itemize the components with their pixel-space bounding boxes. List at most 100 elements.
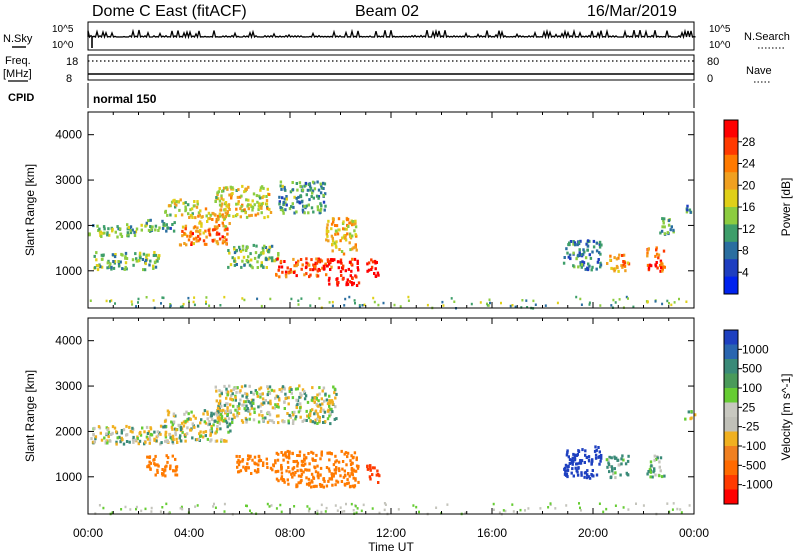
velocity-cell	[97, 425, 101, 429]
power-cell	[351, 247, 354, 251]
colorbar-swatch	[724, 241, 738, 260]
velocity-cell	[318, 403, 322, 407]
power-cell	[224, 211, 227, 215]
velocity-cell	[223, 510, 226, 513]
velocity-cell	[111, 511, 114, 514]
power-cell	[654, 263, 657, 267]
power-cell	[339, 258, 343, 262]
power-cell	[148, 263, 151, 267]
power-cell	[612, 298, 615, 302]
x-tick-label: 04:00	[174, 526, 204, 540]
velocity-cell	[347, 472, 350, 476]
power-cell	[279, 259, 283, 263]
power-cell	[114, 230, 117, 234]
velocity-cell	[181, 507, 184, 511]
power-cell	[592, 245, 596, 249]
power-cell	[281, 209, 285, 213]
velocity-cell	[234, 386, 237, 390]
power-cell	[584, 256, 588, 260]
power-cell	[124, 251, 128, 255]
power-cell	[277, 252, 280, 255]
velocity-cell	[577, 466, 580, 470]
velocity-cell	[295, 406, 298, 409]
velocity-cell	[248, 456, 251, 460]
power-cell	[318, 260, 322, 264]
velocity-cell	[287, 453, 291, 457]
velocity-cell	[154, 454, 157, 458]
power-cell	[579, 297, 582, 301]
velocity-cell	[244, 400, 247, 404]
velocity-cell	[320, 503, 323, 507]
velocity-cell	[170, 420, 173, 424]
power-cell	[646, 300, 649, 303]
velocity-cell	[131, 430, 134, 434]
power-cell	[300, 267, 303, 271]
velocity-cell	[284, 392, 287, 396]
velocity-cell	[287, 396, 290, 400]
velocity-cell	[106, 433, 110, 437]
power-cell	[220, 189, 224, 193]
velocity-cell	[103, 436, 106, 440]
velocity-cell	[199, 421, 202, 425]
velocity-cell	[146, 455, 149, 459]
velocity-cell	[574, 466, 577, 470]
power-cell	[135, 305, 138, 308]
velocity-cell	[573, 453, 577, 457]
velocity-cell	[266, 420, 270, 424]
power-cell	[287, 271, 290, 275]
colorbar-swatch	[724, 172, 738, 191]
velocity-cell	[148, 436, 151, 439]
power-cell	[192, 242, 195, 246]
power-cell	[334, 232, 337, 236]
power-cell	[689, 210, 692, 214]
power-cell	[374, 274, 378, 278]
velocity-cell	[261, 464, 265, 467]
power-cell	[195, 236, 198, 240]
power-cell	[228, 208, 231, 211]
power-cell	[612, 267, 615, 271]
power-cell	[521, 299, 524, 302]
power-cell	[241, 297, 244, 300]
velocity-cell	[129, 508, 132, 511]
power-cell	[441, 300, 444, 304]
velocity-cell	[109, 439, 112, 443]
velocity-cell	[94, 437, 97, 441]
velocity-cell	[614, 471, 617, 475]
velocity-cell	[236, 408, 240, 412]
power-cell	[157, 254, 160, 258]
power-cell	[327, 219, 330, 223]
velocity-cell	[310, 472, 314, 476]
velocity-cell	[567, 455, 570, 459]
velocity-cell	[607, 461, 610, 465]
power-cell	[267, 250, 270, 254]
power-cell	[134, 230, 138, 234]
velocity-cell	[94, 435, 98, 439]
velocity-cell	[371, 473, 374, 477]
velocity-cell	[161, 506, 164, 509]
power-cell	[189, 231, 192, 235]
velocity-cell	[274, 403, 277, 407]
velocity-cell	[519, 508, 522, 512]
velocity-cell	[329, 422, 332, 426]
velocity-cell	[369, 467, 372, 470]
power-cell	[324, 192, 327, 196]
power-cell	[579, 239, 582, 243]
velocity-cell	[316, 422, 319, 425]
power-cell	[153, 251, 156, 254]
power-cell	[226, 227, 229, 231]
velocity-cell	[325, 398, 329, 402]
velocity-cell	[214, 385, 217, 389]
power-cell	[98, 227, 101, 231]
power-cell	[331, 300, 334, 304]
velocity-cell	[275, 405, 278, 408]
velocity-cell	[258, 459, 261, 463]
power-cell	[351, 257, 354, 261]
power-cell	[223, 236, 226, 239]
x-tick-label: 08:00	[275, 526, 305, 540]
velocity-cell	[679, 508, 682, 511]
velocity-cell	[305, 419, 308, 422]
power-cell	[578, 251, 581, 255]
colorbar-swatch	[724, 189, 738, 208]
velocity-cell	[180, 421, 184, 425]
velocity-cell	[580, 473, 583, 477]
